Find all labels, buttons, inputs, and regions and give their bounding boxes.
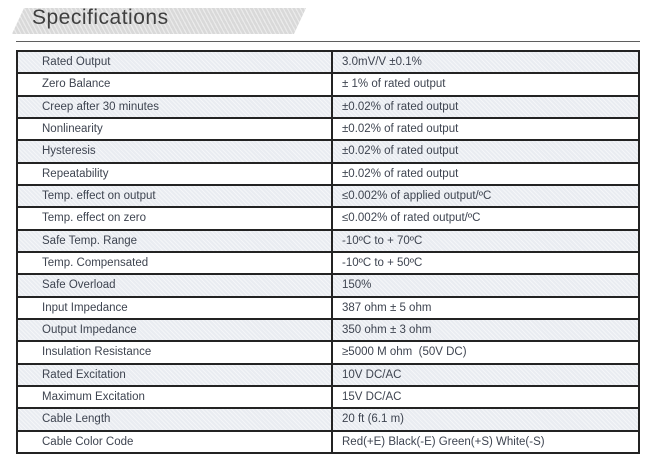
spec-label-cell: Output Impedance — [18, 319, 333, 341]
table-row: Hysteresis ±0.02% of rated output — [18, 141, 638, 164]
table-row: Temp. effect on output ≤0.002% of applied… — [18, 185, 638, 209]
spec-value-cell: 20 ft (6.1 m) — [342, 413, 404, 426]
table-row: Creep after 30 minutes ±0.02% of rated ou… — [18, 96, 638, 119]
spec-value-cell: -10ºC to + 70ºC — [342, 234, 423, 247]
spec-label-cell: Cable Length — [18, 409, 333, 430]
spec-value-cell: 10V DC/AC — [342, 368, 402, 381]
table-row: Cable Color Code Red(+E) Black(-E) Green(… — [18, 431, 638, 452]
spec-value-cell: 15V DC/AC — [342, 391, 402, 404]
spec-value-cell: Red(+E) Black(-E) Green(+S) White(-S) — [342, 435, 545, 448]
spec-label-cell: Hysteresis — [18, 141, 333, 162]
spec-label-cell: Input Impedance — [18, 297, 333, 318]
table-row: Output Impedance 350 ohm ± 3 ohm — [18, 319, 638, 343]
spec-label-cell: Rated Output — [18, 52, 333, 73]
spec-value-cell: ±0.02% of rated output — [342, 167, 459, 180]
spec-label-cell: Maximum Excitation — [18, 386, 333, 408]
spec-label-cell: Temp. effect on zero — [18, 208, 333, 229]
table-row: Cable Length 20 ft (6.1 m) — [18, 409, 638, 432]
table-row: Safe Overload 150% — [18, 275, 638, 298]
table-row: Maximum Excitation 15V DC/AC — [18, 386, 638, 410]
spec-label-cell: Nonlinearity — [18, 118, 333, 140]
spec-label-cell: Creep after 30 minutes — [18, 96, 333, 117]
spec-label-cell: Temp. Compensated — [18, 252, 333, 274]
spec-value-cell: ≥5000 M ohm (50V DC) — [342, 346, 467, 359]
spec-value-cell: -10ºC to + 50ºC — [342, 257, 423, 270]
table-row: Input Impedance 387 ohm ± 5 ohm — [18, 297, 638, 320]
spec-label-cell: Safe Temp. Range — [18, 230, 333, 251]
table-row: Temp. effect on zero ≤0.002% of rated out… — [18, 208, 638, 231]
table-row: Nonlinearity ±0.02% of rated output — [18, 118, 638, 142]
spec-value-cell: ± 1% of rated output — [342, 78, 446, 91]
table-row: Zero Balance ± 1% of rated output — [18, 74, 638, 97]
spec-value-cell: ±0.02% of rated output — [342, 100, 459, 113]
spec-label-cell: Safe Overload — [18, 275, 333, 296]
spec-label-cell: Zero Balance — [18, 74, 333, 95]
spec-value-cell: ≤0.002% of rated output/ºC — [342, 212, 481, 225]
page-title: Specifications — [32, 6, 169, 29]
spec-value-cell: 3.0mV/V ±0.1% — [342, 56, 422, 69]
spec-label-cell: Insulation Resistance — [18, 342, 333, 363]
spec-table: Rated Output 3.0mV/V ±0.1% Zero Balance ± 1… — [16, 50, 640, 454]
table-row: Temp. Compensated -10ºC to + 50ºC — [18, 252, 638, 276]
header-divider — [16, 41, 640, 42]
spec-label-cell: Cable Color Code — [18, 431, 333, 452]
table-row: Repeatability ±0.02% of rated output — [18, 163, 638, 186]
spec-value-cell: ±0.02% of rated output — [342, 123, 459, 136]
spec-value-cell: 350 ohm ± 3 ohm — [342, 324, 432, 337]
spec-value-cell: ≤0.002% of applied output/ºC — [342, 190, 492, 203]
table-row: Rated Excitation 10V DC/AC — [18, 364, 638, 387]
spec-label-cell: Repeatability — [18, 163, 333, 184]
spec-label-cell: Temp. effect on output — [18, 185, 333, 207]
table-row: Rated Output 3.0mV/V ±0.1% — [18, 52, 638, 75]
spec-label-cell: Rated Excitation — [18, 364, 333, 385]
spec-value-cell: 150% — [342, 279, 372, 292]
table-row: Insulation Resistance ≥5000 M ohm (50V DC… — [18, 342, 638, 365]
table-row: Safe Temp. Range -10ºC to + 70ºC — [18, 230, 638, 253]
spec-value-cell: 387 ohm ± 5 ohm — [342, 301, 432, 314]
spec-value-cell: ±0.02% of rated output — [342, 145, 459, 158]
